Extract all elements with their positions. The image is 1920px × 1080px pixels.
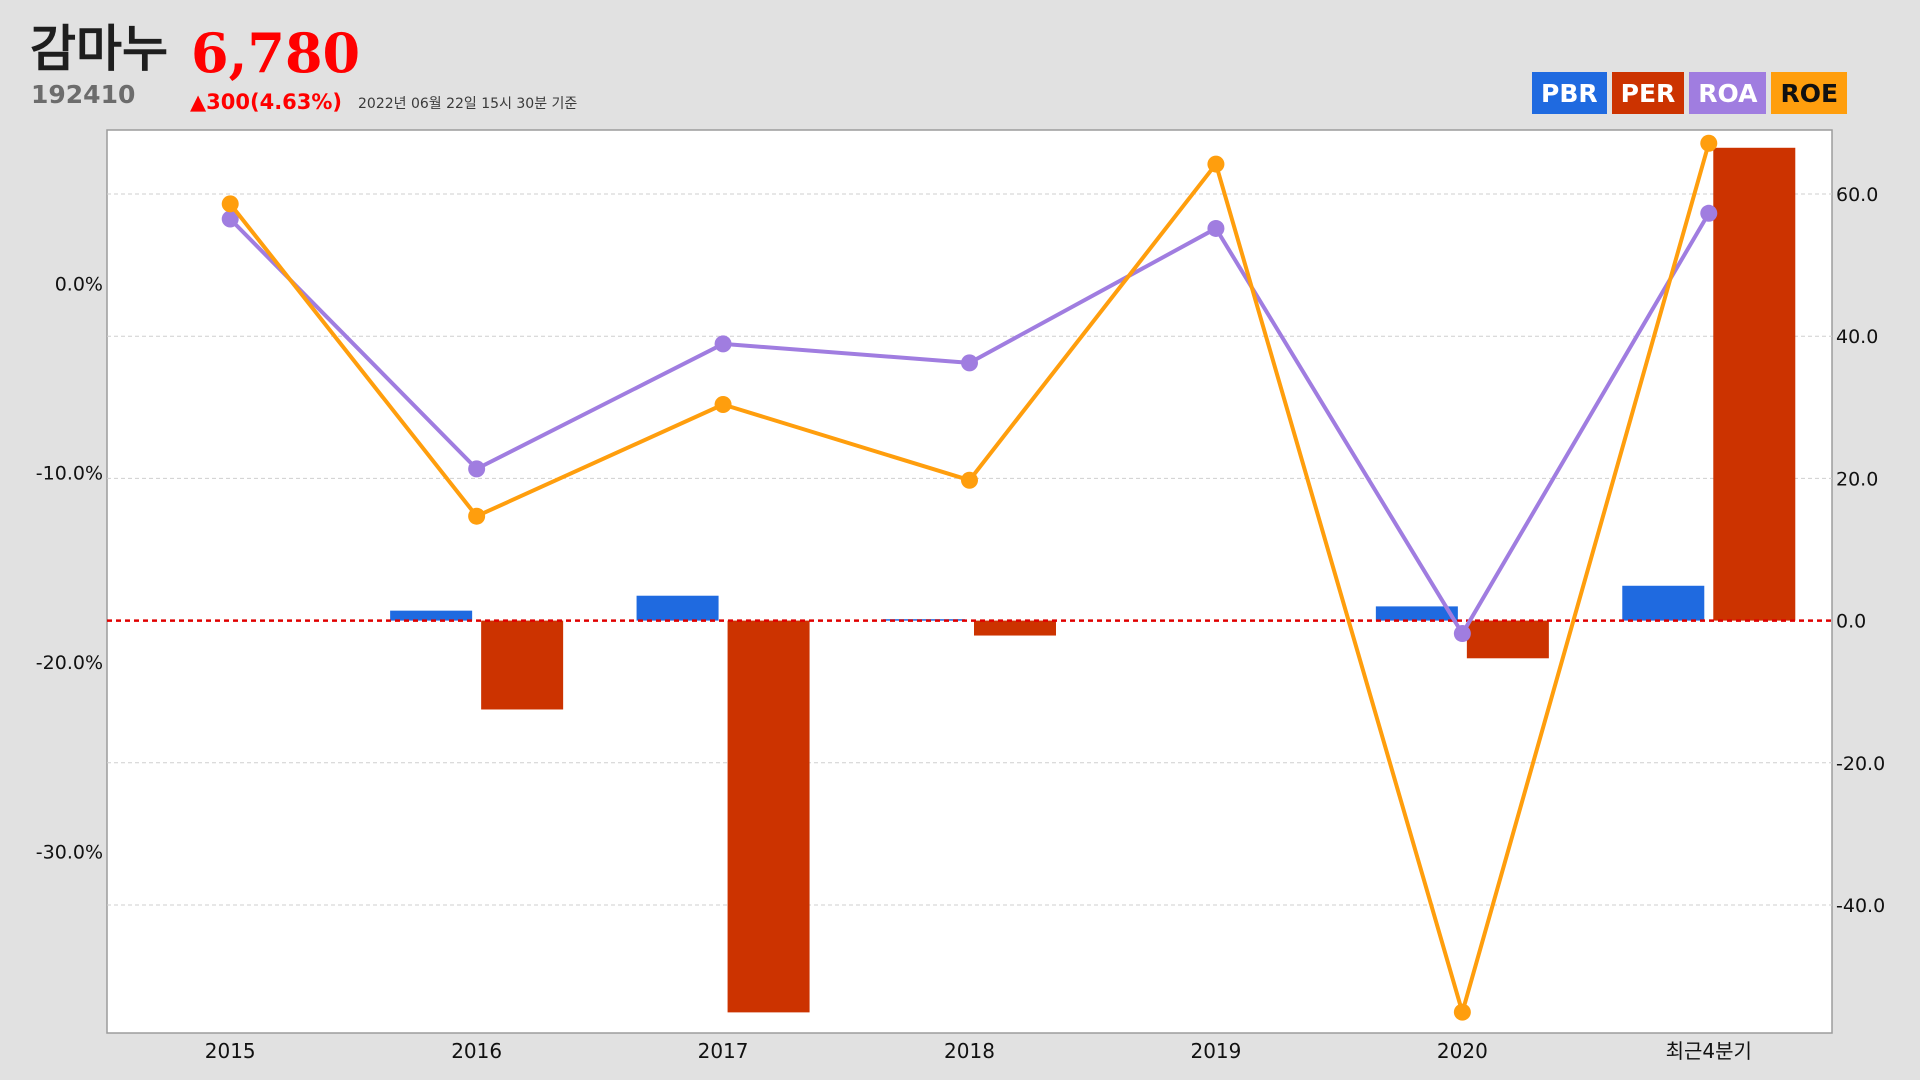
- stock-code: 192410: [31, 80, 136, 109]
- legend-item-per: PER: [1611, 72, 1685, 114]
- point-roe: [1207, 155, 1225, 173]
- point-roe: [1453, 1003, 1471, 1021]
- bar-series: [390, 147, 1796, 1013]
- timestamp: 2022년 06월 22일 15시 30분 기준: [358, 96, 578, 112]
- right-axis-tick-label: -20.0: [1836, 753, 1885, 775]
- plot-area: [106, 129, 1833, 1034]
- point-roa: [714, 335, 732, 353]
- left-axis-tick-label: -20.0%: [36, 652, 103, 674]
- bar-pbr: [1375, 606, 1458, 621]
- x-axis-tick-label: 2019: [1190, 1039, 1241, 1063]
- x-axis-tick-label: 2018: [944, 1039, 995, 1063]
- line-series: [221, 134, 1718, 1021]
- x-axis-tick-label: 2015: [205, 1039, 256, 1063]
- right-axis-ticks: 60.0 40.0 20.0 0.0 -20.0 -40.0: [1836, 184, 1885, 917]
- bar-per: [727, 620, 810, 1013]
- current-price: 6,780: [191, 21, 361, 85]
- point-roe: [1700, 134, 1718, 152]
- bar-pbr: [390, 610, 473, 621]
- point-roe: [714, 395, 732, 413]
- bar-pbr: [1622, 585, 1705, 621]
- point-roa: [468, 460, 486, 478]
- point-roe: [221, 195, 239, 213]
- legend-item-pbr: PBR: [1532, 72, 1607, 114]
- bar-per: [1713, 147, 1796, 621]
- right-axis-tick-label: 20.0: [1836, 468, 1878, 490]
- bar-per: [1466, 620, 1549, 659]
- point-roe: [468, 507, 486, 525]
- x-axis-tick-label: 2017: [698, 1039, 749, 1063]
- x-axis-ticks: 2015 2016 2017 2018 2019 2020 최근4분기: [205, 1039, 1752, 1063]
- bar-per: [974, 620, 1056, 636]
- left-axis-tick-label: -30.0%: [36, 841, 103, 863]
- right-axis-tick-label: 0.0: [1836, 611, 1866, 633]
- left-axis-tick-label: 0.0%: [55, 273, 103, 295]
- legend-item-roe: ROE: [1771, 72, 1848, 114]
- bar-per: [481, 620, 564, 710]
- header: 감마누 192410 6,780 ▲300(4.63%) 2022년 06월 2…: [0, 0, 1920, 130]
- right-axis-tick-label: 40.0: [1836, 326, 1878, 348]
- point-roa: [961, 354, 978, 372]
- x-axis-tick-label: 2016: [451, 1039, 502, 1063]
- x-axis-tick-label: 최근4분기: [1666, 1039, 1752, 1063]
- point-roe: [961, 471, 978, 489]
- point-roa: [1207, 219, 1225, 237]
- bar-pbr: [883, 619, 965, 621]
- company-name: 감마누: [30, 20, 168, 78]
- right-axis-tick-label: -40.0: [1836, 895, 1885, 917]
- point-roa: [1453, 625, 1471, 643]
- left-axis-tick-label: -10.0%: [36, 463, 103, 485]
- left-axis-ticks: 0.0% -10.0% -20.0% -30.0%: [36, 273, 103, 863]
- point-roa: [221, 210, 239, 228]
- right-axis-tick-label: 60.0: [1836, 184, 1878, 206]
- chart-legend: PBR PER ROA ROE: [1532, 72, 1848, 114]
- point-roa: [1700, 204, 1718, 222]
- bar-pbr: [636, 595, 719, 621]
- x-axis-tick-label: 2020: [1437, 1039, 1488, 1063]
- price-change: ▲300(4.63%): [190, 90, 343, 114]
- legend-item-roa: ROA: [1689, 72, 1767, 114]
